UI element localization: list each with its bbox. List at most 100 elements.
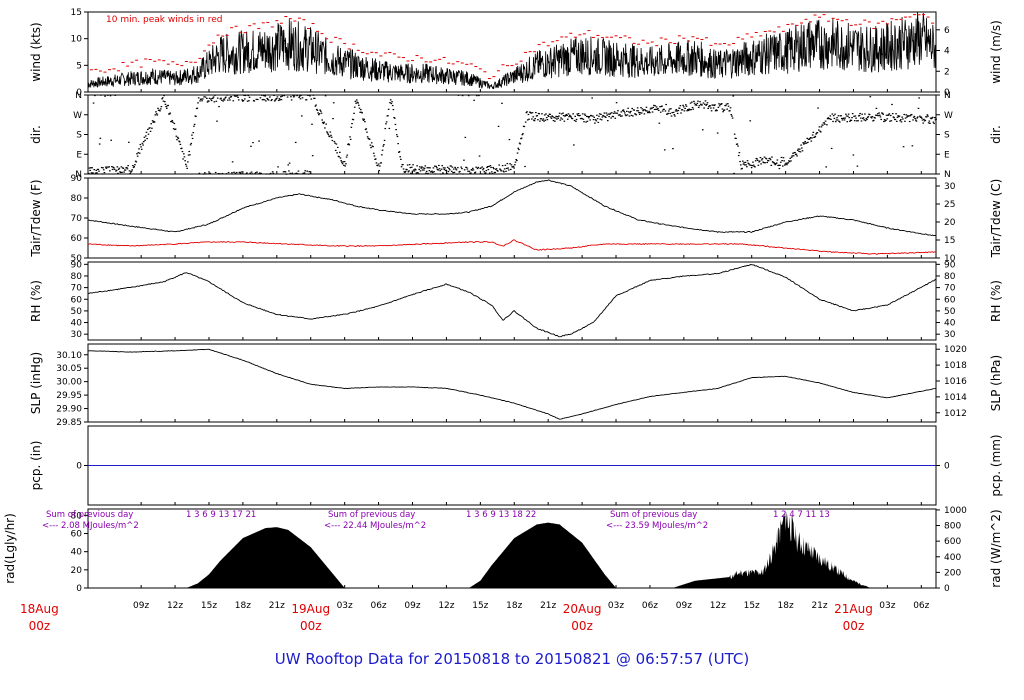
dir-point	[88, 172, 90, 174]
peak-wind-mark	[926, 16, 930, 18]
dir-point	[438, 164, 440, 167]
dir-point	[315, 104, 317, 106]
ylabel-left-rh: RH (%)	[29, 280, 43, 322]
dir-point	[879, 114, 881, 116]
rad-note-line1: Sum of previous day	[46, 510, 133, 520]
dir-point	[362, 119, 365, 121]
dir-point	[904, 117, 907, 119]
dir-point	[623, 112, 626, 114]
ylabel-right-pcp: pcp. (mm)	[989, 434, 1003, 496]
dir-point	[294, 173, 296, 175]
dir-point	[748, 163, 750, 165]
peak-wind-mark	[429, 61, 433, 63]
peak-wind-mark	[465, 63, 469, 65]
dir-point	[670, 115, 673, 117]
dir-point	[253, 100, 256, 102]
dir-point	[463, 159, 465, 161]
dir-point	[856, 165, 859, 167]
dir-point	[346, 154, 349, 156]
dir-point	[352, 119, 355, 121]
dir-point	[544, 119, 547, 121]
dir-point	[871, 115, 874, 118]
dir-point	[267, 99, 270, 101]
dir-point	[417, 172, 419, 174]
dir-point	[120, 166, 123, 168]
dir-point	[270, 99, 273, 102]
dir-point	[661, 105, 663, 107]
dir-point	[655, 108, 657, 110]
dir-point	[126, 168, 129, 170]
tick-label-left-temp: 70	[71, 214, 83, 224]
dir-point	[866, 118, 868, 121]
dir-point	[92, 102, 95, 104]
dir-point	[898, 115, 901, 117]
dir-point	[278, 98, 281, 100]
dir-point	[857, 120, 859, 122]
dir-point	[402, 163, 404, 166]
dir-point	[266, 97, 269, 100]
tick-label-right-rh: 80	[944, 272, 956, 282]
dir-point	[917, 107, 920, 110]
dir-point	[344, 165, 347, 167]
dir-point	[206, 101, 209, 103]
dir-point	[512, 165, 515, 167]
dir-point	[241, 99, 243, 101]
peak-wind-mark	[438, 58, 442, 60]
dir-point	[782, 157, 785, 159]
peak-wind-mark	[126, 65, 130, 67]
dir-point	[452, 171, 454, 174]
dir-point	[282, 171, 285, 173]
rad-note-hours: 1 3 6 9 13 17 21	[186, 510, 256, 520]
peak-wind-mark	[637, 43, 641, 45]
dir-point	[827, 117, 830, 119]
dir-point	[777, 164, 780, 166]
dir-point	[630, 114, 633, 116]
dir-point	[676, 112, 679, 115]
dir-point	[817, 129, 820, 131]
dir-point	[188, 150, 191, 153]
dir-point	[113, 168, 116, 170]
dir-point	[692, 108, 695, 110]
dir-point	[864, 119, 867, 122]
dir-point	[674, 115, 676, 117]
dir-point	[263, 99, 266, 101]
dir-point	[841, 117, 843, 120]
dir-point	[254, 173, 256, 175]
tick-label-left-rh: 40	[71, 319, 83, 329]
dir-point	[883, 119, 886, 121]
dir-point	[256, 98, 259, 101]
dir-point	[288, 170, 290, 172]
dir-point	[622, 109, 625, 111]
dir-point	[421, 169, 424, 171]
dir-point	[779, 164, 781, 166]
dir-point	[365, 128, 368, 130]
dir-point	[235, 95, 237, 97]
peak-wind-mark	[619, 37, 623, 39]
dir-point	[317, 114, 320, 116]
dir-point	[286, 173, 288, 175]
dir-point	[433, 165, 436, 167]
dir-point	[892, 116, 895, 118]
peak-wind-mark	[306, 28, 310, 30]
dir-point	[909, 115, 912, 117]
dir-point	[326, 131, 328, 133]
dir-point	[398, 150, 401, 153]
peak-wind-mark	[646, 42, 650, 44]
dir-point	[387, 108, 390, 110]
dir-point	[227, 171, 230, 174]
peak-wind-mark	[515, 63, 519, 65]
dir-point	[696, 102, 699, 104]
peak-wind-mark	[655, 45, 659, 47]
dir-point	[552, 119, 555, 122]
dir-point	[309, 95, 311, 97]
dir-point	[262, 98, 264, 101]
dir-point	[444, 167, 446, 169]
dir-point	[419, 170, 422, 172]
dir-point	[883, 120, 885, 123]
dir-point	[507, 167, 509, 169]
dir-point	[133, 166, 136, 168]
dir-point	[693, 102, 696, 104]
dir-point	[303, 172, 306, 174]
dir-point	[335, 143, 338, 145]
dir-point	[418, 168, 420, 170]
